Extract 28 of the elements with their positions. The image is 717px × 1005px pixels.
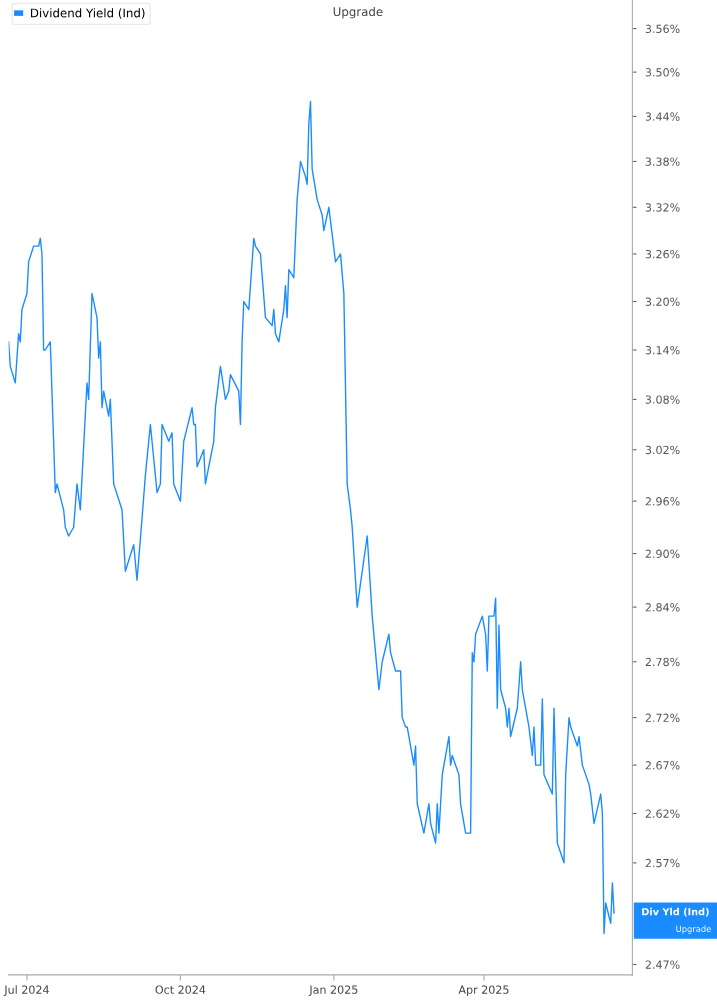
x-tick-label: Oct 2024: [155, 985, 206, 994]
y-tick-label: 3.50%: [645, 68, 680, 77]
annotation: Upgrade: [333, 6, 383, 19]
y-tick-label: 3.08%: [645, 395, 680, 404]
y-tick-label: 3.20%: [645, 297, 680, 306]
x-tick-label: Jan 2025: [308, 985, 358, 996]
y-tick-label: 2.62%: [645, 809, 680, 818]
x-tick-label: Jul 2024: [3, 985, 49, 996]
y-tick-label: 2.90%: [645, 549, 680, 558]
y-tick-label: 3.32%: [645, 203, 680, 212]
legend-label: Dividend Yield (Ind): [31, 8, 145, 19]
x-tick-label: Apr 2025: [458, 985, 509, 997]
y-tick-label: 2.96%: [645, 497, 680, 506]
text: Div Yld (Ind): [642, 907, 709, 917]
y-tick-label: 2.72%: [645, 713, 680, 723]
text: Upgrade: [676, 925, 711, 934]
y-tick-label: 3.26%: [645, 249, 680, 259]
y-tick-label: 2.78%: [645, 657, 680, 667]
y-tick-label: 3.38%: [645, 157, 680, 166]
y-tick-label: 2.57%: [645, 858, 680, 868]
line-series: [8, 100, 615, 935]
y-tick-label: 3.02%: [645, 445, 680, 455]
y-tick-label: 3.44%: [645, 112, 680, 121]
y-tick-label: 3.56%: [645, 24, 680, 33]
y-tick-label: 2.84%: [645, 603, 680, 612]
y-tick-label: 3.14%: [645, 345, 680, 355]
y-tick-label: 2.47%: [645, 960, 680, 969]
y-tick-label: 2.67%: [645, 761, 680, 770]
